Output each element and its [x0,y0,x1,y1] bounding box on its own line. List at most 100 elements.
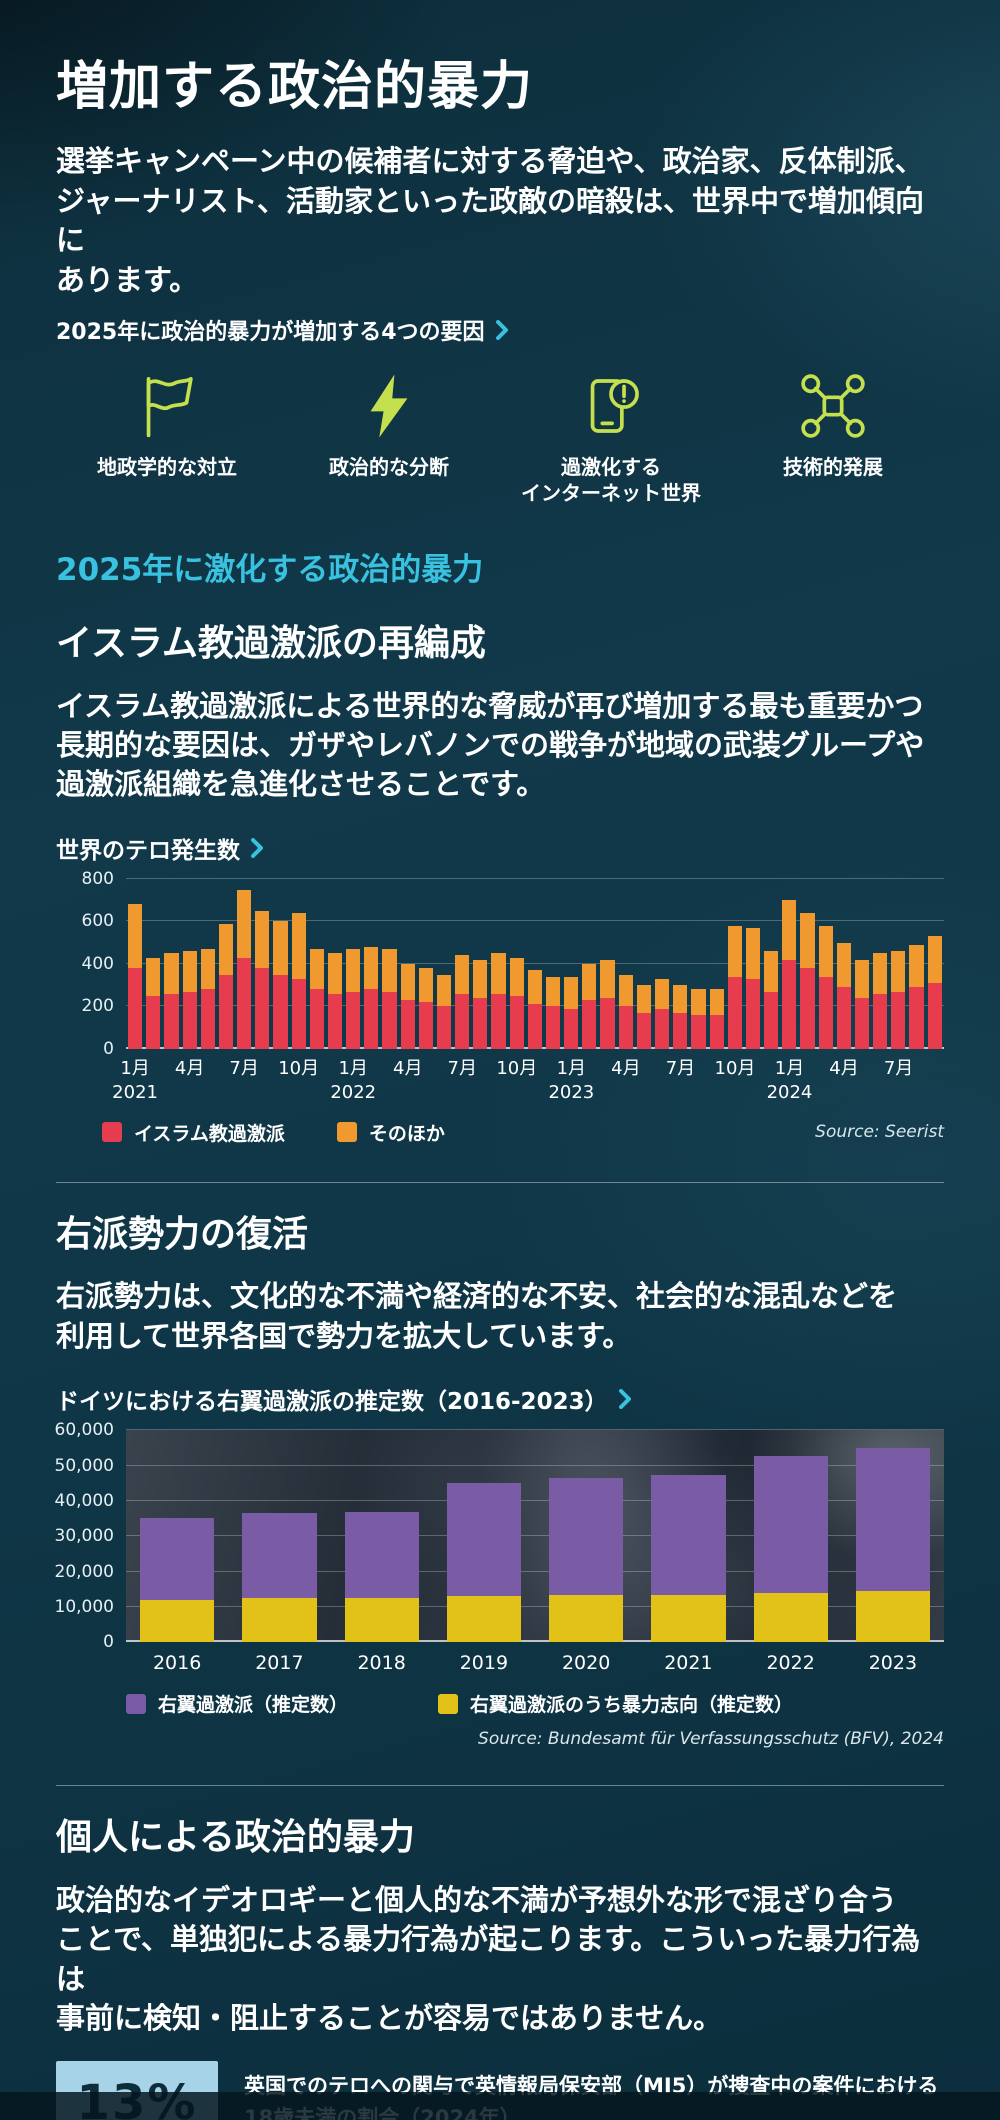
bar-segment [545,1006,561,1049]
bar [549,1430,624,1643]
bar-segment [346,991,361,1049]
bar-segment [128,968,143,1049]
bar [400,879,415,1049]
x-axis-label: 7月 [229,1057,259,1079]
bar-segment [364,989,379,1049]
x-axis-label: 2020 [561,1652,611,1675]
legend-label: 右翼過激派のうち暴力志向（推定数） [470,1694,794,1717]
terror-chart-plot: 0 200 400 600 800 [82,869,944,1059]
bar-segment [764,951,779,992]
factor-political-division: 政治的な分断 [278,364,500,506]
bar-segment [418,968,433,1003]
bar-segment [418,1002,433,1049]
bar [891,879,906,1049]
x-axis-label: 4月 [611,1057,641,1079]
x-axis-label: 2023 [868,1652,918,1675]
bar-segment [673,1012,688,1049]
germany-chart-title-row: ドイツにおける右翼過激派の推定数（2016-2023） [56,1382,944,1416]
bar-segment [473,997,488,1049]
bar-segment [146,995,161,1049]
x-axis-label: 7月 [883,1057,914,1079]
bar [164,879,179,1049]
bar-segment [873,953,888,994]
bar-segment [200,989,215,1049]
bar-segment [200,949,215,990]
bar [344,1430,419,1643]
x-axis-label: 2016 [152,1652,202,1675]
y-axis-label: 10,000 [54,1597,114,1618]
germany-chart-source: Source: Bundesamt für Verfassungsschutz … [478,1729,944,1750]
legend-swatch [438,1693,459,1714]
x-axis-label: 4月 [829,1057,859,1079]
bar-segment [255,968,270,1049]
bar-segment [344,1597,419,1643]
bar-segment [600,997,615,1049]
bar-segment [753,1455,828,1593]
bar [618,879,633,1049]
page-title: 増加する政治的暴力 [56,57,534,117]
bar-segment [218,974,234,1049]
gridline [126,1535,944,1537]
bar [709,879,724,1049]
bar-segment [782,900,797,960]
bar-segment [654,1008,670,1049]
right-wing-section-body: 右派勢力は、文化的な不満や経済的な不安、社会的な混乱などを 利用して世界各国で勢… [56,1279,898,1353]
germany-chart-plot: 0 10,000 20,000 30,000 40,000 50,000 60,000 [55,1420,944,1652]
bar [927,879,942,1049]
bar [782,879,797,1049]
bar-segment [527,1004,542,1049]
legend-item: 右翼過激派（推定数） [126,1690,348,1717]
bar-segment [927,936,942,984]
bar-segment [237,957,252,1049]
bar [273,879,288,1049]
bar-segment [709,989,724,1015]
chevron-right-icon [495,320,508,341]
y-axis-label: 0 [103,1632,114,1653]
bar-segment [654,978,670,1009]
bar-segment [242,1512,317,1598]
bar-segment [727,925,742,977]
islamist-section-body: イスラム教過激派による世界的な脅威が再び増加する最も重要かつ 長期的な要因は、ガ… [56,688,925,802]
bar [600,879,615,1049]
bar [654,879,670,1049]
x-axis-label: 10月 [714,1057,756,1079]
bar-segment [745,927,761,979]
bar-segment [691,989,706,1015]
bar-segment [273,974,288,1049]
individual-section-body: 政治的なイデオロギーと個人的な不満が予想外な形で混ざり合う ことで、単独犯による… [56,1882,921,2036]
bar-segment [291,912,306,979]
y-axis-label: 0 [103,1038,114,1059]
drone-icon [795,364,871,448]
bar [855,1430,930,1643]
bar [291,879,306,1049]
bar-segment [327,953,343,994]
bar-segment [782,959,797,1049]
flag-icon [129,364,205,448]
bar [218,879,234,1049]
bar-segment [909,987,924,1049]
legend-item: そのほか [336,1119,445,1146]
bar-segment [873,993,888,1049]
bar-segment [400,1000,415,1049]
bar-segment [146,957,161,996]
lightning-icon [351,364,427,448]
bar-segment [891,991,906,1049]
bar [764,879,779,1049]
bar [146,879,161,1049]
gridline [126,1429,944,1431]
bar [200,879,215,1049]
bar-segment [800,968,815,1049]
terror-chart-xaxis: 1月 2021 4月 7月 10月 1月 2022 4月 7月 10月 1月 2023 4月 7月 1… [112,1057,944,1107]
y-axis-label: 20,000 [54,1561,114,1582]
bar [651,1430,726,1643]
y-axis-label: 200 [81,996,114,1017]
bar [382,879,397,1049]
factor-label: 過激化する インターネット世界 [521,455,701,506]
bar [636,879,651,1049]
legend-item: 右翼過激派のうち暴力志向（推定数） [438,1690,793,1717]
bar-segment [255,910,270,969]
bar-segment [836,987,851,1049]
bar [691,879,706,1049]
bar-segment [727,976,742,1049]
bar [327,879,343,1049]
